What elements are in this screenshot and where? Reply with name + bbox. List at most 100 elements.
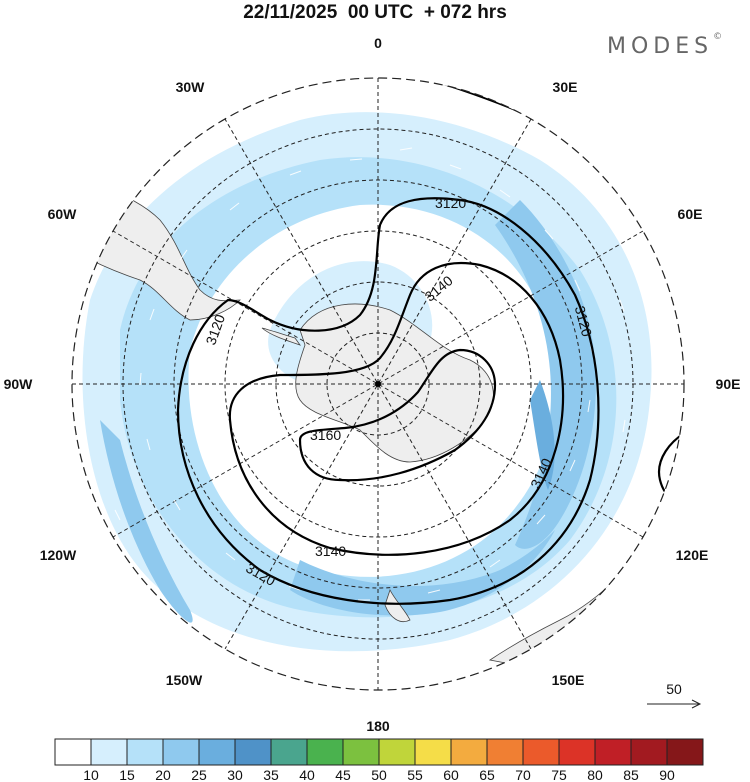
colorbar-swatch	[162, 738, 200, 766]
lon-label-60w: 60W	[48, 206, 78, 222]
colorbar-label: 25	[191, 767, 207, 782]
colorbar: 10 15 20 25 30 35 40 45 50 55 60 65 70 75 80 85 90	[54, 738, 704, 782]
wind-vector	[139, 372, 142, 386]
colorbar-label: 30	[227, 767, 243, 782]
jet-core-southeast	[290, 530, 555, 616]
jet-max-east	[530, 380, 555, 490]
colorbar-label: 75	[551, 767, 567, 782]
colorbar-swatch	[486, 738, 524, 766]
contour-label: 3120	[435, 195, 466, 211]
contour-3140	[228, 261, 565, 556]
lon-label-90e: 90E	[716, 376, 741, 392]
wind-vector	[622, 419, 626, 433]
lon-label-30e: 30E	[553, 79, 578, 95]
land-new-zealand	[384, 588, 411, 622]
colorbar-label: 10	[83, 767, 99, 782]
copyright-mark: ©	[713, 32, 723, 42]
meridian-30e-150w	[224, 118, 532, 650]
wind-vector	[489, 559, 501, 568]
contour-label: 3140	[315, 543, 346, 559]
wind-vector	[149, 308, 155, 321]
colorbar-label: 80	[587, 767, 603, 782]
lon-label-0: 0	[374, 35, 382, 51]
map-title: 22/11/2025 00 UTC + 072 hrs	[243, 2, 507, 23]
wind-vector	[179, 249, 188, 261]
colorbar-label: 60	[443, 767, 459, 782]
wind-vector	[619, 299, 625, 312]
colorbar-swatch	[630, 738, 668, 766]
wind-vector	[536, 514, 546, 525]
contour-3120-east	[657, 429, 684, 503]
colorbar-label: 50	[371, 767, 387, 782]
wind-vector	[103, 589, 111, 601]
colorbar-swatch	[126, 738, 164, 766]
contour-3160	[298, 348, 497, 482]
wind-vector	[289, 170, 302, 176]
lon-label-60e: 60E	[678, 206, 703, 222]
lon-label-150w: 150W	[166, 672, 203, 688]
colorbar-label: 20	[155, 767, 171, 782]
brand-logo: MODES©	[607, 32, 723, 59]
colorbar-swatch	[378, 738, 416, 766]
lon-label-30w: 30W	[176, 79, 206, 95]
colorbar-swatch	[522, 738, 560, 766]
wind-vector	[225, 552, 236, 561]
contour-label: 3120	[572, 304, 596, 338]
colorbar-swatch	[558, 738, 596, 766]
wind-vector	[173, 499, 181, 511]
lon-label-120w: 120W	[40, 547, 77, 563]
wind-vector	[427, 589, 441, 594]
colorbar-swatch	[306, 738, 344, 766]
colorbar-label: 15	[119, 767, 135, 782]
lon-label-90w: 90W	[4, 376, 34, 392]
colorbar-swatch	[342, 738, 380, 766]
wind-vector	[499, 189, 511, 198]
meridian-60e-120w	[112, 230, 644, 538]
colorbar-swatch	[666, 738, 704, 766]
colorbar-swatch	[270, 738, 308, 766]
wind-vector	[229, 202, 240, 211]
colorbar-swatch	[414, 738, 452, 766]
contour-3120	[176, 197, 600, 605]
colorbar-swatch	[54, 738, 92, 766]
wind-vector	[146, 438, 151, 451]
colorbar-swatch	[450, 738, 488, 766]
graticule	[72, 78, 684, 690]
brand-name: MODES	[607, 34, 714, 59]
longitude-labels: 0 30E 60E 90E 120E 150E 180 150W 120W 90…	[4, 35, 741, 734]
wind-vector	[587, 399, 591, 413]
colorbar-swatch	[198, 738, 236, 766]
contour-label: 3140	[422, 272, 456, 304]
colorbar-label: 70	[515, 767, 531, 782]
wind-vector	[544, 229, 554, 240]
colorbar-label: 65	[479, 767, 495, 782]
meridian-120e-60w	[112, 230, 644, 538]
wind-vector	[449, 164, 462, 170]
lon-label-120e: 120E	[676, 547, 709, 563]
colorbar-label: 45	[335, 767, 351, 782]
colorbar-label: 85	[623, 767, 639, 782]
wind-vector	[574, 279, 581, 292]
wind-reference-value: 50	[666, 681, 682, 697]
colorbar-label: 40	[299, 767, 315, 782]
lon-label-180: 180	[366, 718, 390, 734]
colorbar-label: 55	[407, 767, 423, 782]
contour-label: 3160	[310, 427, 341, 443]
lon-label-150e: 150E	[552, 672, 585, 688]
wind-vector	[349, 158, 363, 161]
wind-reference-arrowhead	[691, 699, 702, 709]
colorbar-swatch	[90, 738, 128, 766]
colorbar-label: 35	[263, 767, 279, 782]
colorbar-swatch	[234, 738, 272, 766]
jet-core-west	[100, 420, 193, 623]
wind-vector	[114, 509, 121, 521]
colorbar-label: 90	[659, 767, 675, 782]
wind-vector	[288, 585, 301, 591]
wind-vector	[399, 147, 413, 151]
south-pole-marker	[375, 381, 381, 387]
map-disk: 3120 3120 3120 3120 3140 3140 3140 3160	[72, 78, 684, 690]
meridian-150e-30w	[224, 118, 532, 650]
map-boundary	[71, 77, 685, 691]
wind-vector	[569, 459, 576, 472]
